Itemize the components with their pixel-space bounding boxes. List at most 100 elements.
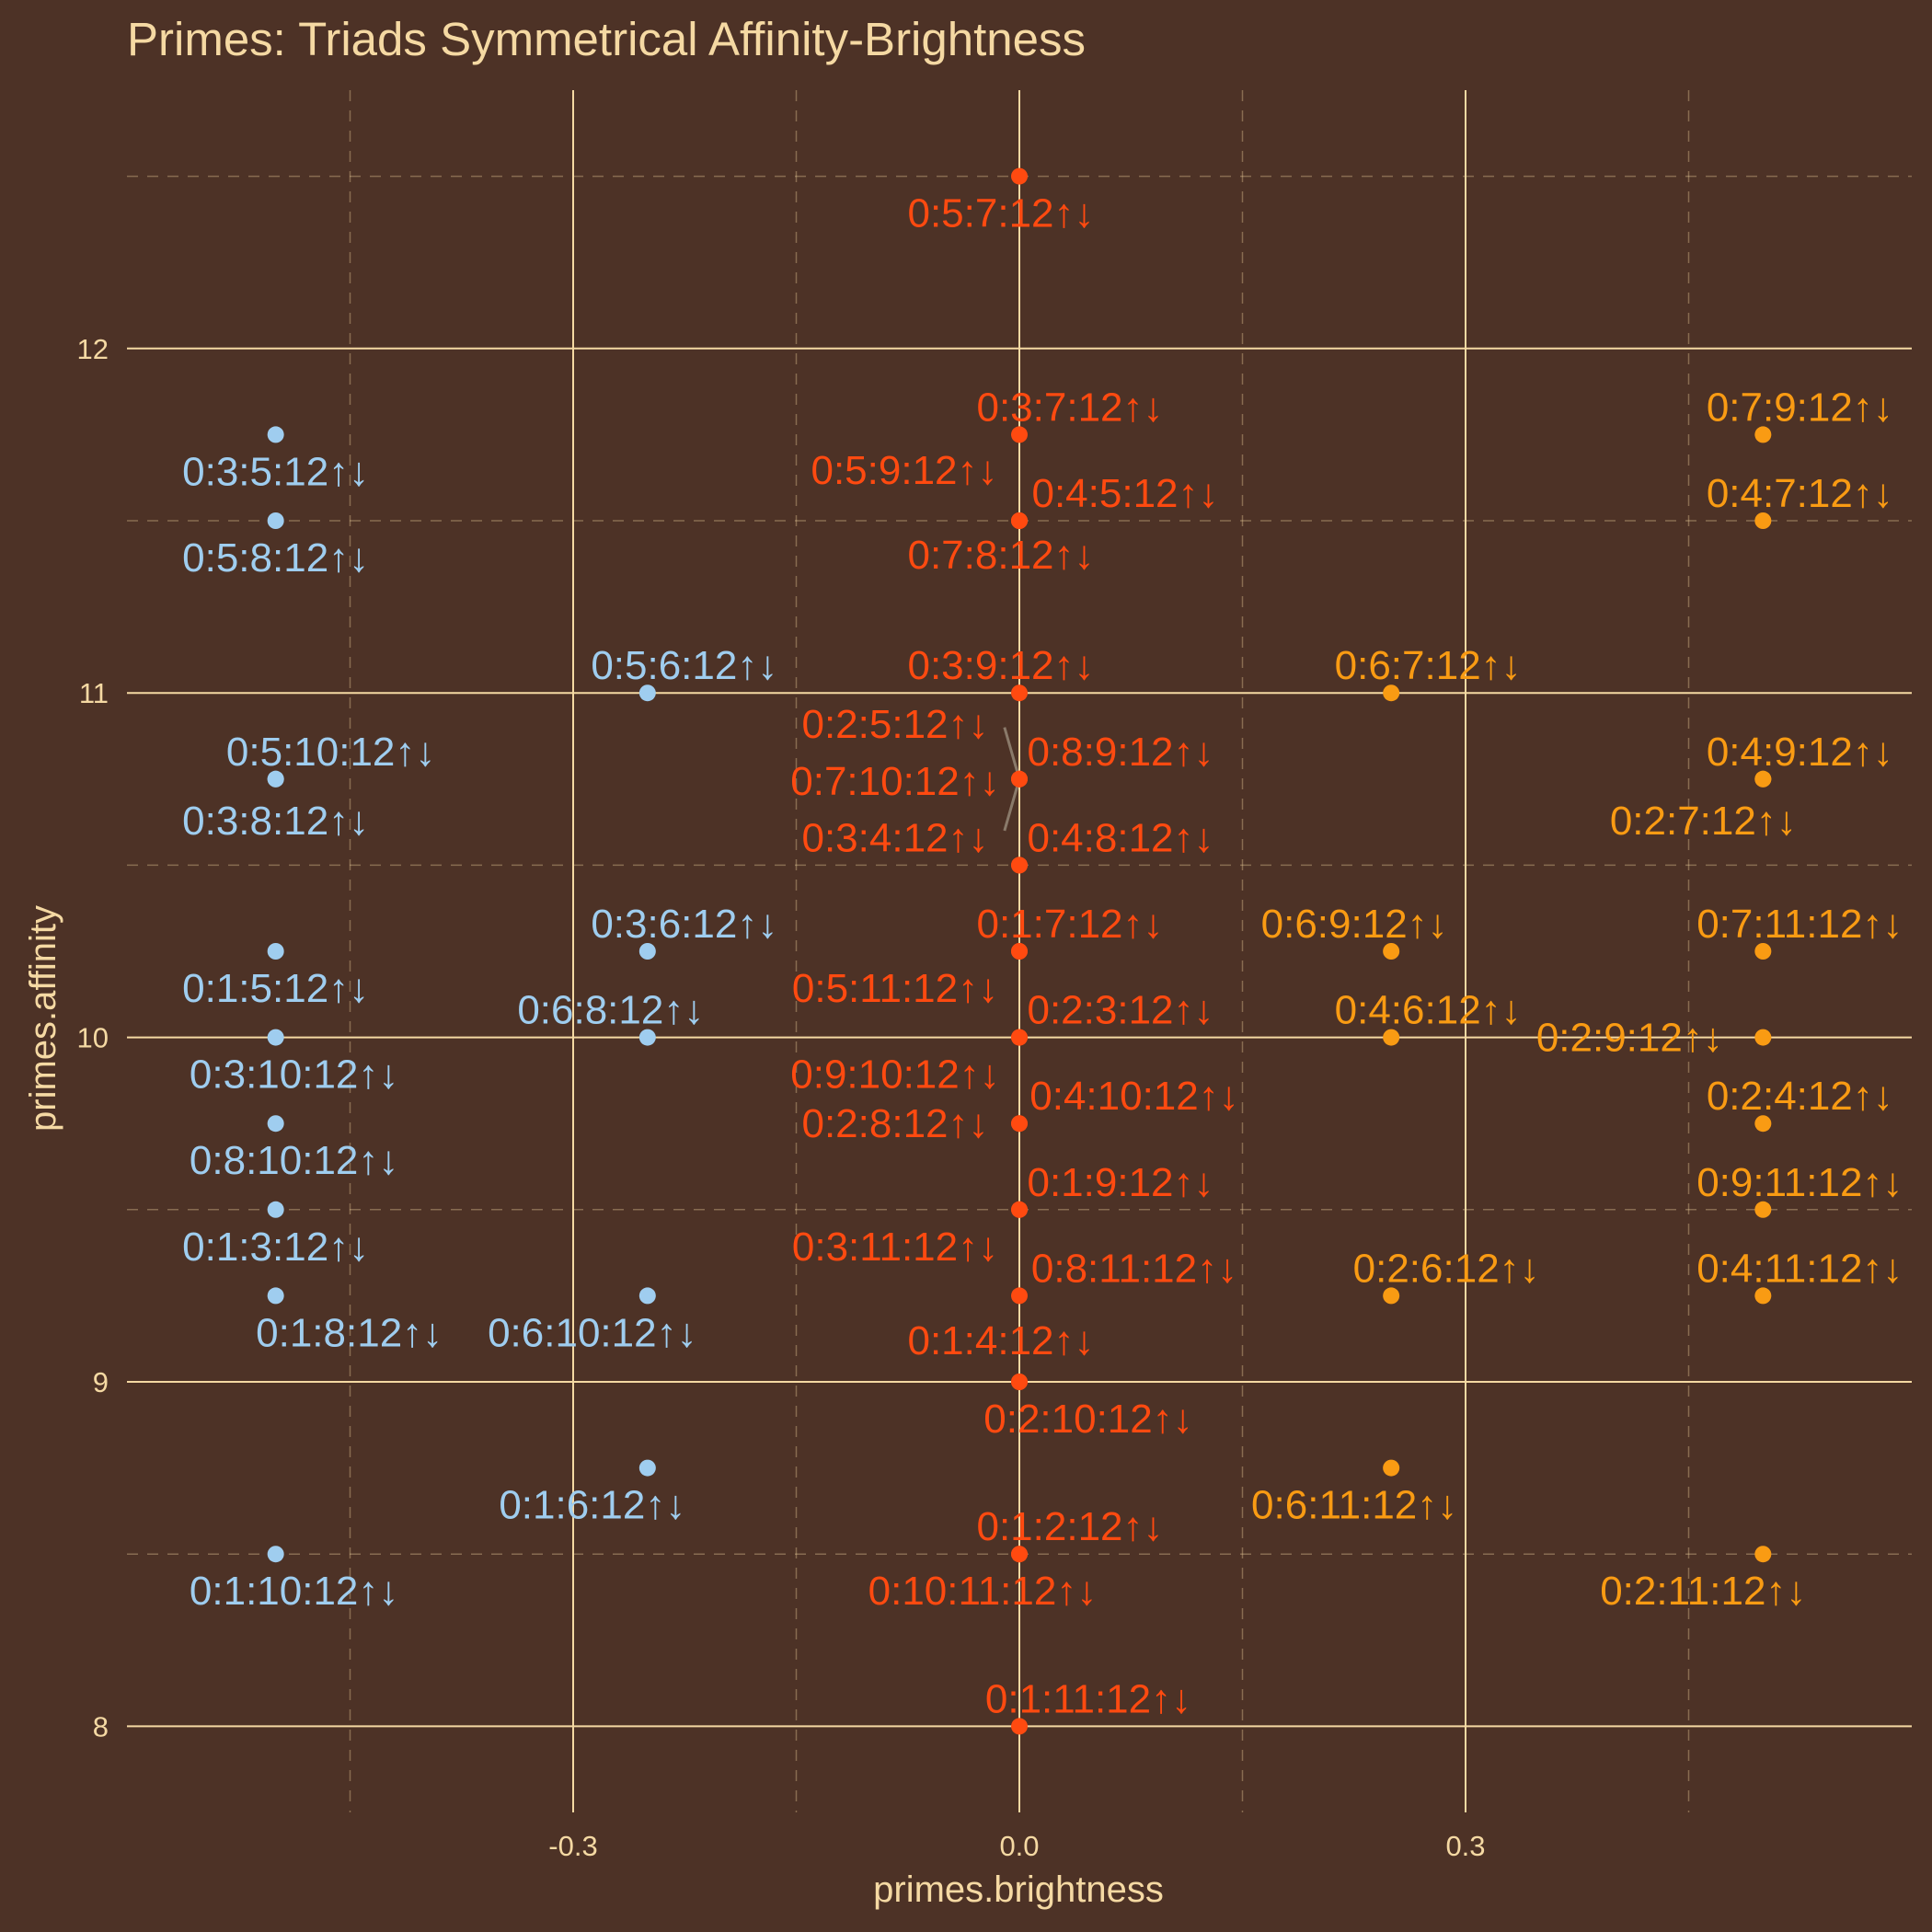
data-point [1011,770,1028,788]
x-tick-label: 0.0 [999,1830,1039,1862]
data-label: 0:1:8:12↑↓ [256,1310,443,1355]
data-point [1383,1287,1400,1305]
data-label: 0:6:7:12↑↓ [1335,643,1522,688]
data-point [1011,426,1028,443]
data-label: 0:1:9:12↑↓ [1027,1160,1213,1205]
data-label: 0:6:11:12↑↓ [1251,1483,1457,1528]
data-label: 0:7:8:12↑↓ [907,533,1094,578]
chart-title: Primes: Triads Symmetrical Affinity-Brig… [127,13,1086,65]
data-label: 0:7:10:12↑↓ [790,759,1000,804]
data-label: 0:3:7:12↑↓ [976,385,1163,430]
data-label: 0:3:9:12↑↓ [907,643,1094,688]
data-point [1011,1115,1028,1133]
data-point [1011,684,1028,702]
data-point [1011,1201,1028,1218]
data-label: 0:1:7:12↑↓ [976,902,1163,947]
data-label: 0:5:9:12↑↓ [811,448,997,493]
y-tick-label: 11 [79,677,109,709]
data-label: 0:9:11:12↑↓ [1696,1160,1903,1205]
data-label: 0:7:9:12↑↓ [1707,385,1893,430]
data-label: 0:2:8:12↑↓ [801,1101,988,1146]
data-point [1011,857,1028,874]
data-label: 0:1:6:12↑↓ [499,1483,685,1528]
data-point [1754,1029,1772,1046]
y-tick-label: 10 [77,1022,109,1054]
data-point [1383,684,1400,702]
data-point [1754,1287,1772,1305]
data-label: 0:1:3:12↑↓ [182,1225,369,1270]
data-label: 0:8:9:12↑↓ [1027,730,1213,775]
data-label: 0:1:11:12↑↓ [985,1676,1191,1721]
data-point [1011,512,1028,529]
data-point [1383,943,1400,960]
data-point [1754,1546,1772,1563]
data-point [1383,1029,1400,1046]
data-point [1383,1459,1400,1477]
data-label: 0:4:8:12↑↓ [1027,815,1213,860]
data-point [267,1546,284,1563]
data-point [1754,512,1772,529]
data-label: 0:2:11:12↑↓ [1600,1569,1806,1614]
data-label: 0:4:7:12↑↓ [1707,471,1893,516]
data-point [1011,167,1028,185]
data-point [1754,770,1772,788]
data-point [267,1115,284,1133]
data-point [638,1287,656,1305]
data-point [1011,1546,1028,1563]
data-label: 0:8:10:12↑↓ [190,1138,399,1183]
y-tick-labels: 8 9 10 11 12 [77,333,109,1743]
data-label: 0:1:5:12↑↓ [182,966,369,1011]
data-label: 0:5:7:12↑↓ [907,191,1094,236]
data-label: 0:5:11:12↑↓ [792,966,998,1011]
data-point [1754,943,1772,960]
data-point [1754,1115,1772,1133]
data-point [1754,426,1772,443]
data-point [1011,1374,1028,1390]
data-label: 0:5:8:12↑↓ [182,535,369,581]
data-label: 0:3:11:12↑↓ [792,1225,998,1270]
data-label: 0:2:7:12↑↓ [1610,799,1797,844]
data-point [1011,1718,1028,1735]
x-tick-label: 0.3 [1445,1830,1485,1862]
data-label: 0:6:10:12↑↓ [488,1310,697,1355]
data-label: 0:3:10:12↑↓ [190,1052,399,1098]
data-label: 0:4:11:12↑↓ [1696,1246,1903,1291]
data-point [638,1029,656,1046]
y-tick-label: 12 [77,333,109,365]
data-label: 0:1:4:12↑↓ [907,1318,1094,1363]
data-label: 0:2:4:12↑↓ [1707,1074,1893,1119]
data-label: 0:2:10:12↑↓ [983,1397,1193,1442]
data-point [638,684,656,702]
data-label: 0:2:5:12↑↓ [801,702,988,747]
x-tick-label: -0.3 [548,1830,597,1862]
data-point [267,1029,284,1046]
data-label: 0:7:11:12↑↓ [1696,902,1903,947]
data-label: 0:1:2:12↑↓ [976,1504,1163,1549]
data-label: 0:4:9:12↑↓ [1707,730,1893,775]
data-label: 0:3:5:12↑↓ [182,449,369,494]
data-point [1011,943,1028,960]
data-label: 0:2:3:12↑↓ [1027,988,1213,1033]
data-point [267,426,284,443]
data-label: 0:3:6:12↑↓ [591,902,777,947]
data-label: 0:4:5:12↑↓ [1031,471,1218,516]
data-labels: 0:3:5:12↑↓ 0:5:8:12↑↓ 0:5:10:12↑↓ 0:3:8:12↑… [182,191,1903,1722]
data-point [638,943,656,960]
data-point [638,1459,656,1477]
data-label: 0:3:8:12↑↓ [182,799,369,844]
y-tick-label: 8 [93,1710,109,1742]
data-label: 0:1:10:12↑↓ [190,1569,399,1614]
data-point [267,1287,284,1305]
data-point [267,1201,284,1218]
data-label: 0:4:6:12↑↓ [1335,988,1522,1033]
data-label: 0:5:10:12↑↓ [226,730,436,775]
data-label: 0:5:6:12↑↓ [591,643,777,688]
data-label: 0:9:10:12↑↓ [790,1052,1000,1098]
data-label: 0:4:10:12↑↓ [1029,1074,1239,1119]
data-point [1754,1201,1772,1218]
data-label: 0:2:6:12↑↓ [1353,1246,1540,1291]
data-label: 0:3:4:12↑↓ [801,815,988,860]
y-axis-title: primes.affinity [23,905,63,1132]
